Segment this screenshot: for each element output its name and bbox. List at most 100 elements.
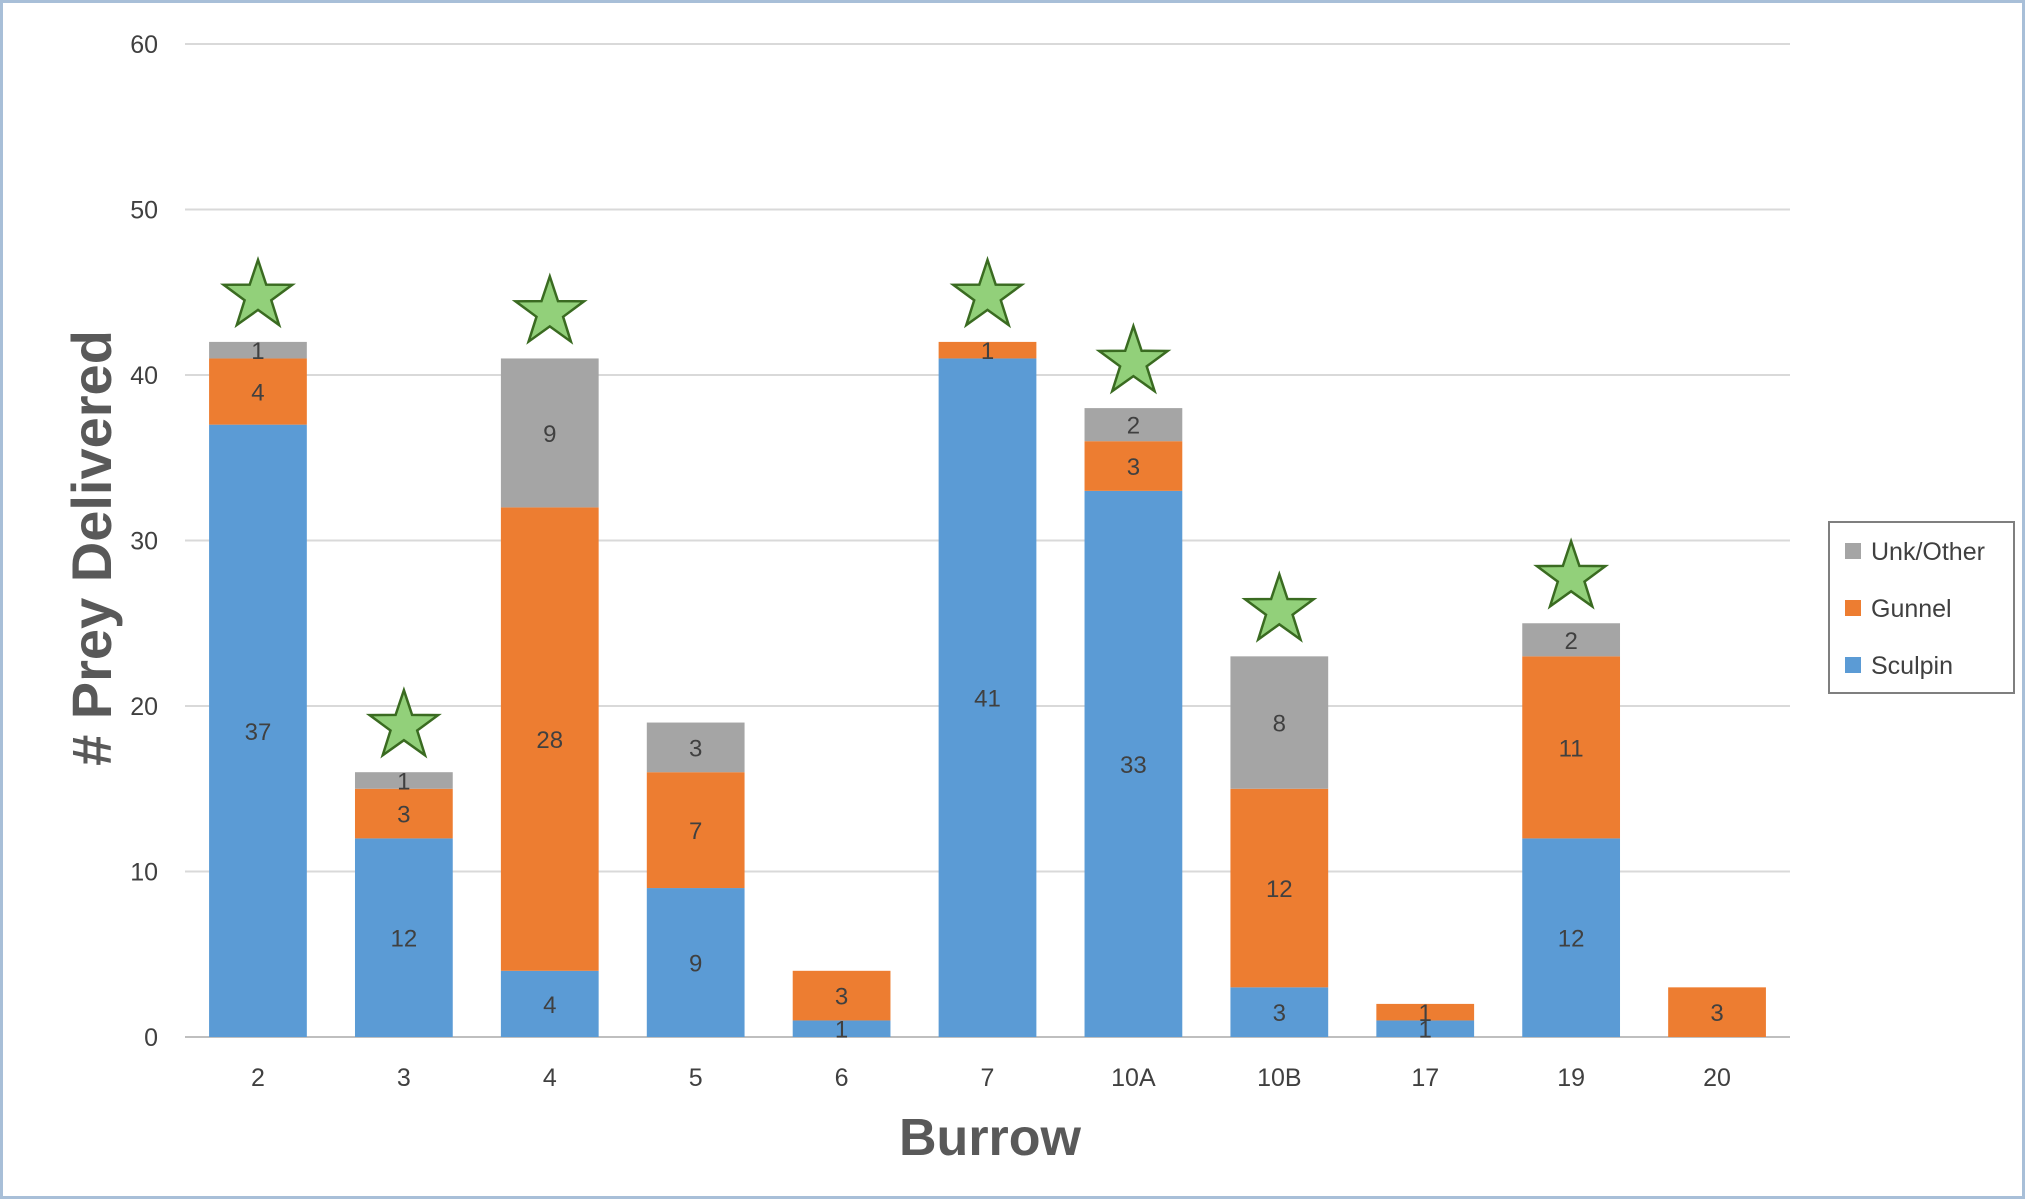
bar-gunnel-5 [646, 772, 745, 889]
bar-gunnel-20 [1668, 987, 1766, 1037]
bar-gunnel-10a [1084, 441, 1183, 491]
bar-sculpin-5 [646, 888, 745, 1037]
bar-sculpin-6 [792, 1020, 891, 1037]
legend: Unk/Other Gunnel Sculpin [1828, 521, 2015, 694]
x-tick-label-3: 3 [397, 1064, 411, 1092]
data-label-unk-other-4: 9 [543, 421, 556, 448]
bar-unk-other-10b [1230, 656, 1329, 789]
bar-sculpin-3 [354, 838, 453, 1037]
bar-stack-5: 9 7 3 [646, 722, 745, 1037]
x-tick-label-5: 5 [689, 1064, 703, 1092]
data-label-unk-other-2: 1 [251, 338, 264, 365]
bar-stack-10b: 3 12 8 [1230, 656, 1329, 1037]
bar-gunnel-17 [1376, 1003, 1475, 1021]
data-label-sculpin-10a: 33 [1120, 752, 1147, 779]
star-icon-10a [1095, 322, 1172, 395]
bar-stack-7: 41 1 [938, 338, 1037, 1037]
bar-sculpin-19 [1522, 838, 1621, 1037]
star-markers [219, 255, 1610, 759]
y-axis-ticks: 0 10 20 30 40 50 60 [130, 31, 158, 1052]
data-label-gunnel-19: 11 [1559, 735, 1584, 762]
x-tick-label-10a: 10A [1111, 1064, 1156, 1092]
x-tick-label-17: 17 [1411, 1064, 1439, 1092]
star-icon-4 [511, 272, 588, 345]
legend-swatch-gunnel [1845, 600, 1861, 616]
bar-gunnel-10b [1230, 788, 1329, 988]
y-tick-label: 40 [130, 362, 158, 390]
x-tick-label-4: 4 [543, 1064, 557, 1092]
data-label-sculpin-2: 37 [245, 719, 272, 746]
data-label-gunnel-6: 3 [835, 984, 848, 1011]
bar-gunnel-2 [209, 358, 307, 425]
data-label-gunnel-10b: 12 [1266, 876, 1293, 903]
bar-stack-17: 11 [1376, 1000, 1475, 1044]
bar-sculpin-2 [209, 424, 307, 1037]
bar-gunnel-7 [938, 341, 1037, 359]
bar-sculpin-4 [500, 970, 599, 1037]
bar-unk-other-10a [1084, 408, 1183, 442]
data-label-gunnel-4: 28 [536, 727, 563, 754]
bar-sculpin-17 [1376, 1020, 1475, 1037]
star-icon-2 [219, 255, 296, 329]
star-icon-7 [949, 255, 1026, 329]
bar-unk-other-3 [354, 772, 453, 789]
y-tick-label: 0 [144, 1024, 158, 1052]
legend-label-gunnel: Gunnel [1871, 595, 1952, 623]
bar-sculpin-10b [1230, 987, 1329, 1037]
data-label-unk-other-3: 1 [397, 768, 410, 795]
x-tick-label-20: 20 [1703, 1064, 1731, 1092]
star-icon-10b [1241, 570, 1318, 643]
data-label-sculpin-3: 12 [391, 926, 418, 953]
data-label-gunnel-3: 3 [397, 802, 410, 829]
data-label-gunnel-10a: 3 [1127, 454, 1140, 481]
y-tick-label: 20 [130, 693, 158, 721]
bar-gunnel-4 [500, 507, 599, 971]
bar-stack-19: 12 11 2 [1522, 623, 1621, 1037]
legend-label-sculpin: Sculpin [1871, 652, 1953, 680]
data-label-gunnel-7: 1 [981, 338, 994, 365]
data-label-unk-other-5: 3 [689, 735, 702, 762]
bar-gunnel-6 [792, 970, 891, 1021]
y-axis-title: # Prey Delivered [60, 330, 123, 766]
data-label-unk-other-10a: 2 [1127, 413, 1140, 440]
data-label-unk-other-10b: 8 [1273, 711, 1286, 738]
star-icon-19 [1533, 537, 1610, 610]
y-tick-label: 60 [130, 31, 158, 59]
x-axis-ticks: 2 3 4 5 6 7 10A 10B 17 19 20 [251, 1064, 1731, 1092]
bar-stack-3: 12 3 1 [354, 768, 453, 1037]
data-label-sculpin-19: 12 [1558, 926, 1585, 953]
data-label-unk-other-19: 2 [1564, 628, 1577, 655]
x-tick-label-7: 7 [981, 1064, 995, 1092]
y-tick-label: 50 [130, 197, 158, 225]
x-axis-title: Burrow [899, 1109, 1082, 1167]
bar-stack-6: 13 [792, 970, 891, 1044]
bar-gunnel-19 [1522, 656, 1621, 839]
data-label-gunnel-2: 4 [251, 380, 264, 407]
y-tick-label: 30 [130, 528, 158, 556]
bar-unk-other-19 [1522, 623, 1621, 657]
data-label-sculpin-4: 4 [543, 992, 556, 1019]
data-label-sculpin-17: 1 [1419, 1017, 1432, 1044]
data-label-gunnel-5: 7 [689, 818, 702, 845]
bar-gunnel-3 [354, 788, 453, 839]
bar-stack-2: 37 4 1 [209, 338, 307, 1037]
bar-unk-other-5 [646, 722, 745, 773]
bar-unk-other-2 [209, 341, 307, 359]
data-label-sculpin-5: 9 [689, 951, 702, 978]
data-label-sculpin-10b: 3 [1273, 1000, 1286, 1027]
bar-stack-4: 4 28 9 [500, 358, 599, 1037]
x-tick-label-2: 2 [251, 1064, 265, 1092]
data-label-sculpin-6: 1 [835, 1017, 848, 1044]
bar-sculpin-10a [1084, 490, 1183, 1038]
bar-sculpin-7 [938, 358, 1037, 1037]
x-tick-label-19: 19 [1557, 1064, 1585, 1092]
star-icon-3 [365, 686, 442, 759]
data-label-gunnel-20: 3 [1710, 1000, 1723, 1027]
legend-label-unk-other: Unk/Other [1871, 538, 1985, 566]
x-tick-label-10b: 10B [1257, 1064, 1301, 1092]
legend-swatch-sculpin [1845, 657, 1861, 673]
